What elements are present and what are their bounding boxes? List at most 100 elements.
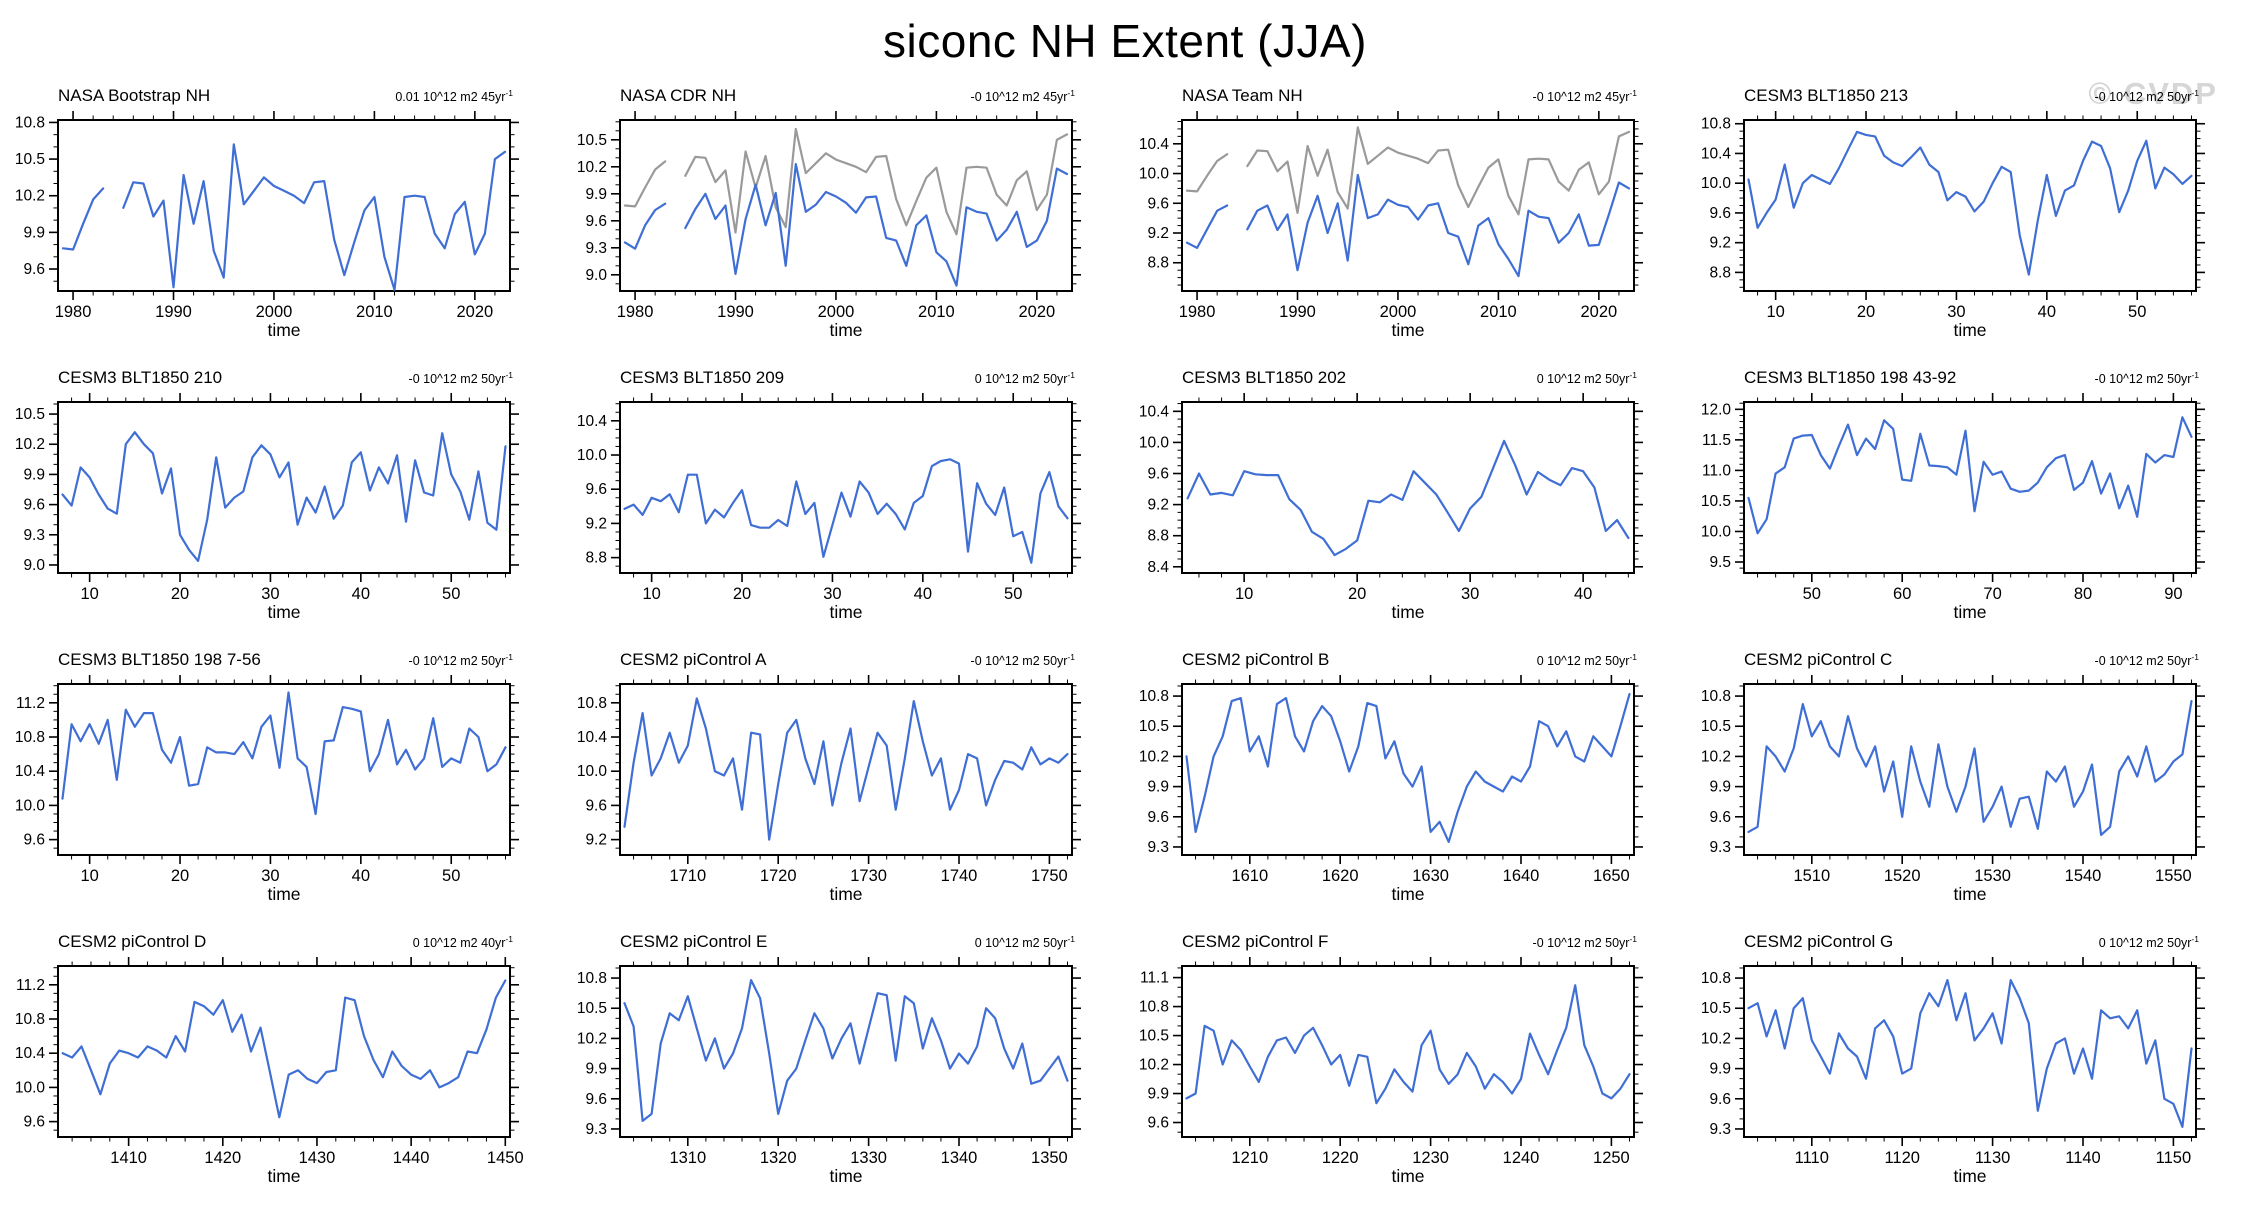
panel-header: CESM2 piControl F -0 10^12 m2 50yr-1 (1125, 932, 1687, 956)
svg-text:1120: 1120 (1884, 1149, 1919, 1166)
x-axis-label: time (267, 320, 301, 340)
svg-text:10.2: 10.2 (1139, 748, 1169, 765)
panel-title: CESM2 piControl G (1744, 932, 1894, 951)
svg-text:1320: 1320 (760, 1149, 797, 1166)
svg-text:30: 30 (1947, 303, 1965, 320)
panel-trend-label: -0 10^12 m2 50yr-1 (970, 651, 1075, 668)
panel-trend-label: -0 10^12 m2 50yr-1 (408, 651, 513, 668)
cvdp-watermark: © CVDP (2088, 76, 2218, 111)
panel-title: CESM2 piControl F (1182, 932, 1329, 951)
svg-text:9.9: 9.9 (23, 466, 45, 483)
svg-text:80: 80 (2074, 585, 2092, 602)
svg-text:9.2: 9.2 (1709, 235, 1731, 252)
panel-trend-label: -0 10^12 m2 50yr-1 (2094, 651, 2199, 668)
panel-trend-label: 0 10^12 m2 40yr-1 (412, 933, 513, 950)
svg-text:9.6: 9.6 (585, 481, 607, 498)
panel-trend-label: 0 10^12 m2 50yr-1 (974, 933, 1075, 950)
panel-header: NASA CDR NH -0 10^12 m2 45yr-1 (563, 86, 1125, 110)
svg-text:30: 30 (823, 585, 841, 602)
svg-text:10.8: 10.8 (1139, 999, 1169, 1016)
svg-text:1980: 1980 (1179, 303, 1216, 320)
svg-text:2020: 2020 (1018, 303, 1055, 320)
svg-text:9.6: 9.6 (1147, 466, 1169, 483)
svg-text:1990: 1990 (155, 303, 192, 320)
svg-text:9.2: 9.2 (1147, 225, 1169, 242)
svg-text:10.5: 10.5 (15, 151, 45, 168)
svg-text:10.2: 10.2 (15, 436, 45, 453)
x-axis-label: time (1953, 1166, 1987, 1186)
svg-text:1530: 1530 (1974, 867, 2011, 884)
svg-text:10.0: 10.0 (15, 797, 46, 814)
svg-text:2000: 2000 (256, 303, 293, 320)
svg-text:2010: 2010 (918, 303, 955, 320)
svg-text:9.9: 9.9 (585, 186, 607, 203)
svg-text:9.5: 9.5 (1709, 554, 1731, 571)
svg-text:1420: 1420 (204, 1149, 241, 1166)
panel-title: CESM3 BLT1850 198 43-92 (1744, 368, 1957, 387)
svg-text:10.2: 10.2 (577, 1030, 607, 1047)
panel-header: CESM2 piControl A -0 10^12 m2 50yr-1 (563, 650, 1125, 674)
panel-title: CESM3 BLT1850 213 (1744, 86, 1909, 105)
svg-text:9.0: 9.0 (585, 267, 607, 284)
svg-text:11.5: 11.5 (1702, 432, 1731, 449)
chart-panel: CESM2 piControl E 0 10^12 m2 50yr-1 1310… (563, 932, 1125, 1214)
svg-text:10.8: 10.8 (15, 1011, 45, 1028)
svg-text:90: 90 (2164, 585, 2182, 602)
svg-text:10.5: 10.5 (1139, 718, 1169, 735)
svg-text:8.4: 8.4 (1147, 559, 1169, 576)
svg-text:10.0: 10.0 (1701, 175, 1732, 192)
svg-text:10.5: 10.5 (1701, 493, 1731, 510)
svg-text:50: 50 (442, 867, 460, 884)
svg-text:2010: 2010 (1480, 303, 1517, 320)
line-plot: 1210 1220 1230 1240 1250 9.6 9.9 10.2 10.5 10.8 11… (1139, 957, 1643, 1166)
panel-trend-label: 0 10^12 m2 50yr-1 (1536, 369, 1637, 386)
svg-text:2020: 2020 (1580, 303, 1617, 320)
svg-text:9.9: 9.9 (23, 224, 45, 241)
chart-panel: CESM3 BLT1850 209 0 10^12 m2 50yr-1 10 20… (563, 368, 1125, 650)
x-axis-label: time (829, 602, 863, 622)
svg-text:9.6: 9.6 (1709, 205, 1731, 222)
panel-trend-label: 0 10^12 m2 50yr-1 (974, 369, 1075, 386)
svg-text:10.4: 10.4 (1139, 403, 1170, 420)
panel-trend-label: -0 10^12 m2 45yr-1 (1532, 87, 1637, 104)
svg-text:9.6: 9.6 (23, 497, 45, 514)
svg-text:10.8: 10.8 (1701, 970, 1731, 987)
svg-text:10.8: 10.8 (1701, 688, 1731, 705)
svg-text:10.4: 10.4 (15, 1045, 46, 1062)
svg-text:10.0: 10.0 (1139, 434, 1170, 451)
svg-text:11.1: 11.1 (1140, 970, 1169, 987)
svg-text:9.3: 9.3 (1709, 839, 1731, 856)
svg-text:1730: 1730 (850, 867, 887, 884)
line-plot: 1710 1720 1730 1740 1750 9.2 9.6 10.0 10.4 10.8 (577, 675, 1081, 884)
svg-text:10.0: 10.0 (577, 447, 608, 464)
svg-text:9.9: 9.9 (1709, 1061, 1731, 1078)
panel-title: NASA Bootstrap NH (58, 86, 211, 105)
panel-header: CESM3 BLT1850 209 0 10^12 m2 50yr-1 (563, 368, 1125, 392)
svg-text:50: 50 (442, 585, 460, 602)
chart-panel: NASA Bootstrap NH 0.01 10^12 m2 45yr-1 1… (1, 86, 563, 368)
svg-text:8.8: 8.8 (1147, 255, 1169, 272)
chart-panel: CESM3 BLT1850 198 7-56 -0 10^12 m2 50yr-… (1, 650, 563, 932)
svg-text:9.3: 9.3 (585, 1121, 607, 1138)
svg-text:11.2: 11.2 (16, 977, 45, 994)
panel-title: CESM2 piControl B (1182, 650, 1330, 669)
line-plot: 1980 1990 2000 2010 2020 8.8 9.2 9.6 10.0 10.4 (1139, 111, 1643, 320)
svg-text:10.2: 10.2 (1701, 748, 1731, 765)
svg-text:10.4: 10.4 (15, 763, 46, 780)
svg-text:1110: 1110 (1795, 1149, 1829, 1166)
svg-text:70: 70 (1983, 585, 2001, 602)
svg-text:10.2: 10.2 (577, 159, 607, 176)
svg-text:1430: 1430 (299, 1149, 336, 1166)
panel-trend-label: -0 10^12 m2 45yr-1 (970, 87, 1075, 104)
svg-text:1640: 1640 (1503, 867, 1540, 884)
svg-text:9.6: 9.6 (1147, 195, 1169, 212)
x-axis-label: time (1391, 884, 1425, 904)
chart-panel: CESM2 piControl C -0 10^12 m2 50yr-1 151… (1687, 650, 2249, 932)
svg-text:1980: 1980 (55, 303, 92, 320)
svg-text:10.0: 10.0 (1701, 523, 1732, 540)
svg-text:1710: 1710 (669, 867, 706, 884)
svg-text:1340: 1340 (941, 1149, 978, 1166)
panel-trend-label: 0.01 10^12 m2 45yr-1 (395, 87, 513, 104)
chart-panel: NASA Team NH -0 10^12 m2 45yr-1 1980 1990… (1125, 86, 1687, 368)
svg-text:2000: 2000 (818, 303, 855, 320)
